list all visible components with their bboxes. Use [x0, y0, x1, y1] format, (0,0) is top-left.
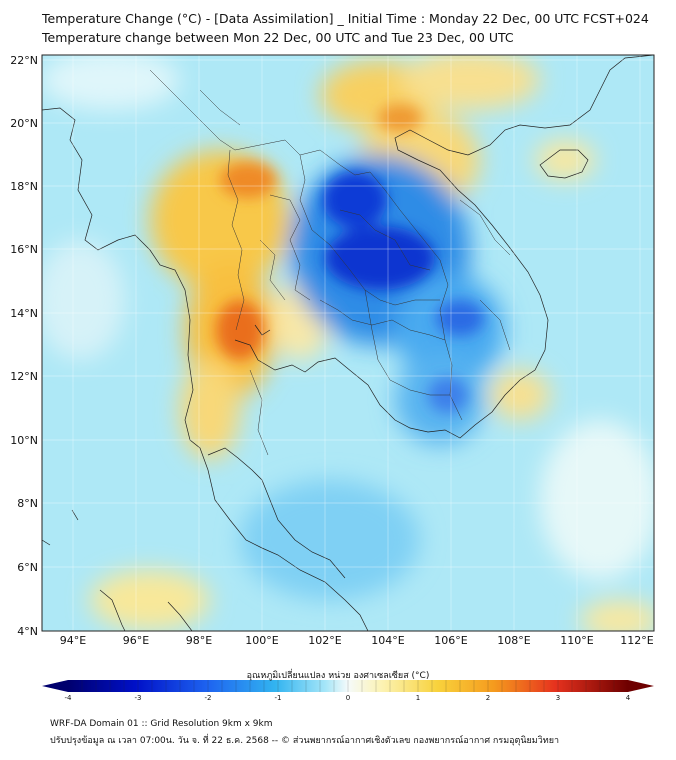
- colorbar-min-arrow: [42, 680, 68, 692]
- lon-label: 106°E: [434, 634, 467, 647]
- colorbar-title: อุณหภูมิเปลี่ยนแปลง หน่วย องศาเซลเซียส (…: [246, 671, 430, 681]
- lat-label: 10°N: [10, 434, 38, 447]
- temperature-field: [42, 55, 654, 631]
- colorbar: -4 -3 -2 -1 0 1 2 3 4: [42, 680, 654, 702]
- colorbar-tick-label: 3: [556, 694, 560, 702]
- lon-label: 98°E: [186, 634, 212, 647]
- gridlines: [42, 55, 654, 631]
- lon-label: 110°E: [560, 634, 593, 647]
- longitude-labels: 94°E 96°E 98°E 100°E 102°E 104°E 106°E 1…: [60, 634, 654, 647]
- map-subtitle: Temperature change between Mon 22 Dec, 0…: [42, 30, 514, 45]
- colorbar-tick-label: -1: [275, 694, 282, 702]
- colorbar-max-arrow: [628, 680, 654, 692]
- lon-label: 108°E: [497, 634, 530, 647]
- lat-label: 4°N: [17, 625, 38, 638]
- lon-label: 102°E: [308, 634, 341, 647]
- colorbar-tick-label: 1: [416, 694, 420, 702]
- lat-label: 18°N: [10, 180, 38, 193]
- lat-label: 20°N: [10, 117, 38, 130]
- lon-label: 104°E: [371, 634, 404, 647]
- colorbar-tick-label: -4: [65, 694, 73, 702]
- lat-label: 16°N: [10, 243, 38, 256]
- colorbar-tick-label: 2: [486, 694, 490, 702]
- lat-label: 22°N: [10, 54, 38, 67]
- latitude-labels: 22°N 20°N 18°N 16°N 14°N 12°N 10°N 8°N 6…: [10, 54, 38, 638]
- colorbar-tick-label: 4: [626, 694, 631, 702]
- lat-label: 14°N: [10, 307, 38, 320]
- colorbar-tick-label: -2: [205, 694, 212, 702]
- lat-label: 8°N: [17, 497, 38, 510]
- lon-label: 94°E: [60, 634, 86, 647]
- map-title: Temperature Change (°C) - [Data Assimila…: [42, 11, 649, 26]
- lat-label: 6°N: [17, 561, 38, 574]
- footer-model-info: WRF-DA Domain 01 :: Grid Resolution 9km …: [50, 719, 273, 729]
- footer-credit: ปรับปรุงข้อมูล ณ เวลา 07:00น. วัน จ. ที่…: [50, 736, 560, 746]
- borders: [149, 69, 511, 456]
- lat-label: 12°N: [10, 370, 38, 383]
- colorbar-tick-label: 0: [346, 694, 350, 702]
- colorbar-gradient: [68, 680, 628, 692]
- coastlines: [42, 55, 654, 631]
- colorbar-tick-label: -3: [135, 694, 142, 702]
- lon-label: 112°E: [620, 634, 653, 647]
- map-frame: [41, 54, 655, 632]
- lon-label: 100°E: [245, 634, 278, 647]
- lon-label: 96°E: [123, 634, 149, 647]
